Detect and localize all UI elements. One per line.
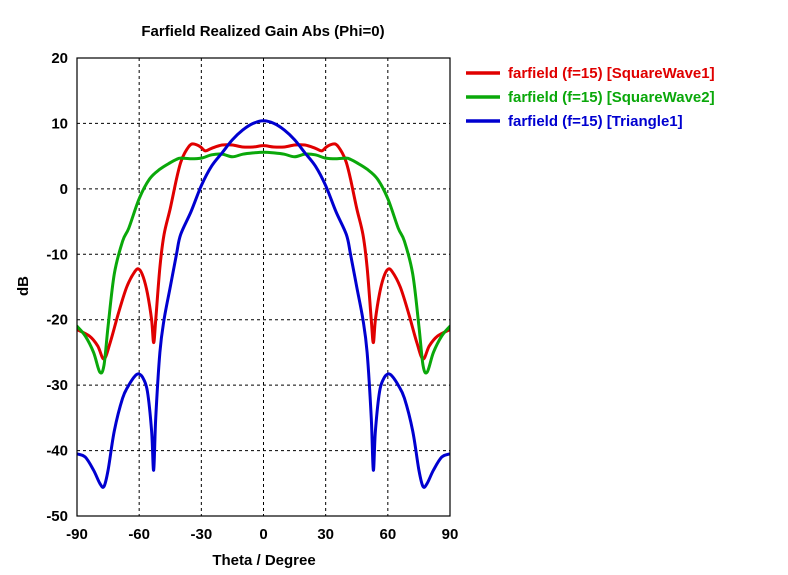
x-tick-label: 30 [317,526,334,543]
plot-frame [76,57,451,517]
y-tick-labels: -50 -40 -30 -20 -10 0 10 20 [46,50,68,525]
y-tick-label: -10 [46,246,68,263]
x-tick-label: 90 [442,526,459,543]
y-axis-label: dB [15,276,32,296]
y-tick-label: -40 [46,443,68,460]
y-tick-label: -20 [46,312,68,329]
series-line-1 [77,142,450,361]
series-line-2 [77,150,450,375]
plot-series [77,119,450,489]
x-tick-label: 0 [259,526,267,543]
y-tick-label: -50 [46,508,68,525]
x-tick-labels: -90 -60 -30 0 30 60 90 [66,526,458,543]
x-tick-label: -90 [66,526,88,543]
x-tick-label: -30 [190,526,212,543]
chart-title: Farfield Realized Gain Abs (Phi=0) [141,23,384,40]
legend-label-3: farfield (f=15) [Triangle1] [508,113,683,130]
x-tick-label: 60 [379,526,396,543]
x-tick-label: -60 [128,526,150,543]
series-line-3 [77,119,450,489]
y-tick-label: 20 [51,50,68,67]
x-axis-label: Theta / Degree [212,552,315,569]
legend-label-2: farfield (f=15) [SquareWave2] [508,89,715,106]
chart-legend: farfield (f=15) [SquareWave1] farfield (f… [466,65,715,130]
y-tick-label: 0 [60,181,68,198]
legend-label-1: farfield (f=15) [SquareWave1] [508,65,715,82]
grid-lines [77,58,450,516]
y-tick-label: 10 [51,115,68,132]
y-tick-label: -30 [46,377,68,394]
